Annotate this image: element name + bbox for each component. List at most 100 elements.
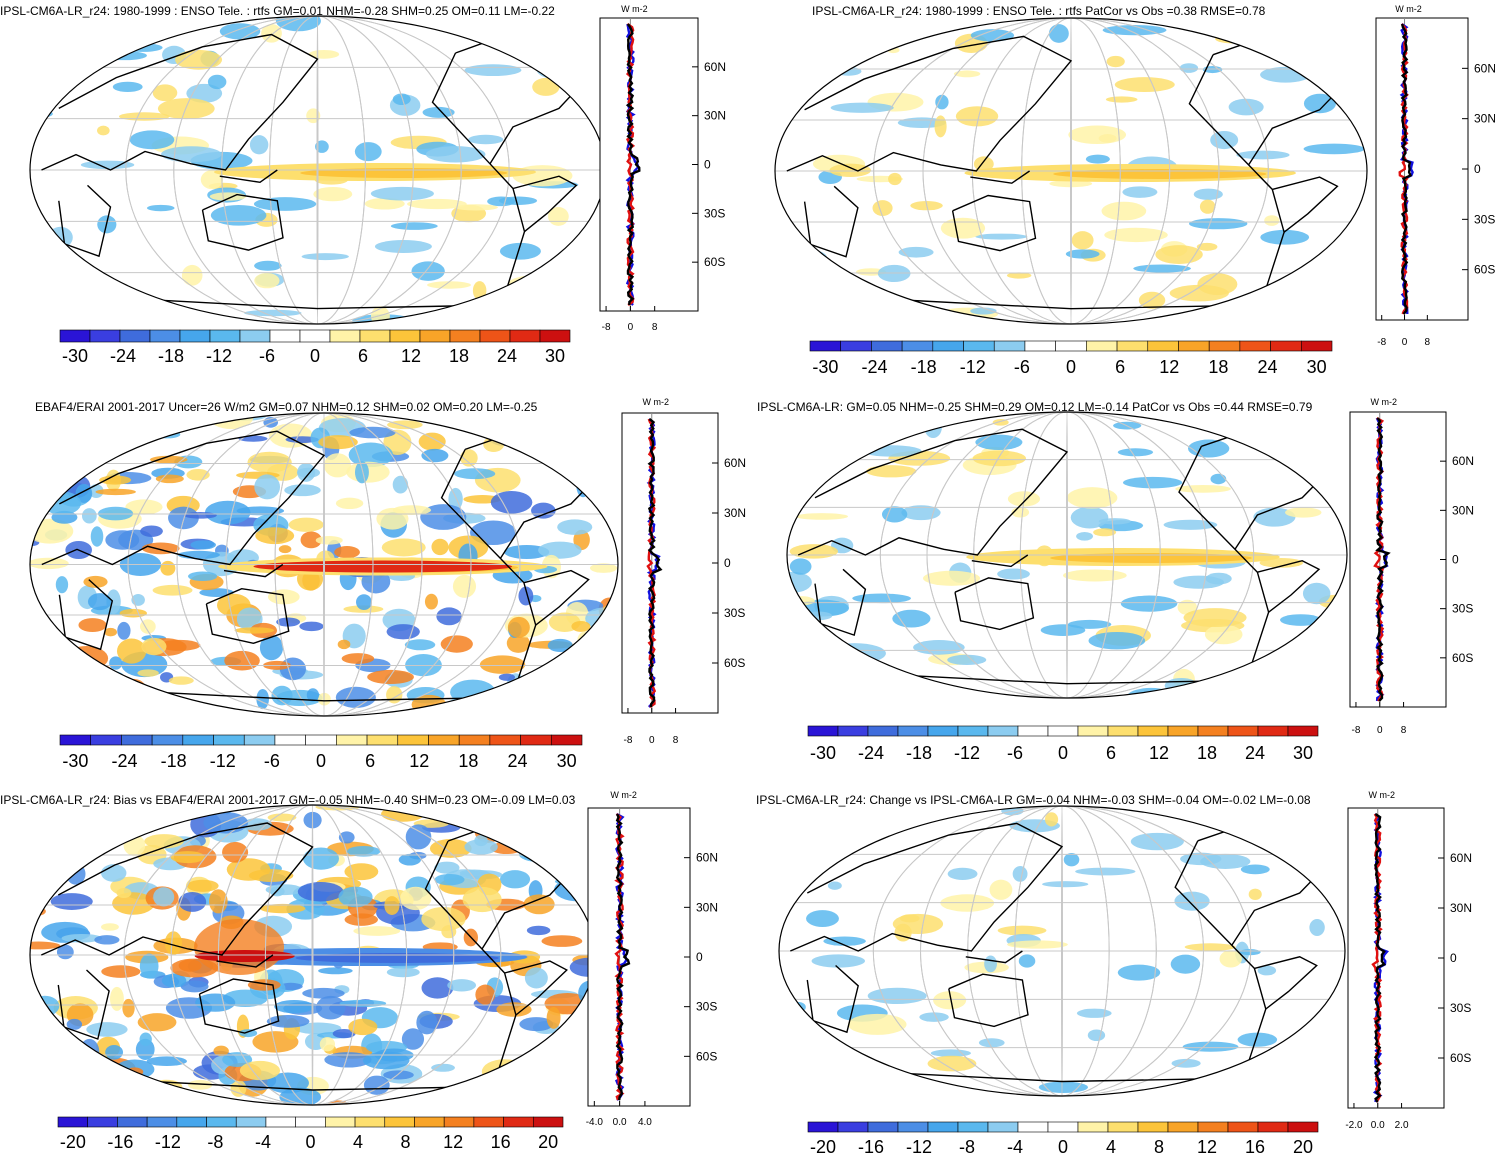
map-anomaly-blob bbox=[483, 1076, 522, 1093]
colorbar-swatch bbox=[59, 734, 92, 746]
colorbar-4: -30 -24 -18 -12 -6 0 6 12 18 24 30 bbox=[807, 725, 1319, 763]
map-5 bbox=[29, 804, 596, 1106]
map-anomaly-blob bbox=[1122, 186, 1158, 198]
map-border bbox=[778, 805, 1346, 1097]
map-anomaly-blob bbox=[866, 465, 917, 478]
black-profile-line bbox=[1400, 23, 1413, 315]
colorbar-swatch bbox=[305, 734, 337, 746]
colorbar-swatch bbox=[206, 1116, 237, 1128]
map-anomaly-blob bbox=[64, 645, 109, 671]
graticule-meridian bbox=[274, 413, 374, 716]
coastline bbox=[951, 194, 1037, 252]
colorbar-swatch bbox=[274, 734, 306, 746]
map-anomaly-blob bbox=[297, 467, 320, 478]
map-anomaly-blob bbox=[896, 806, 949, 821]
map-anomaly-blob bbox=[288, 517, 324, 532]
colorbar-swatch bbox=[1167, 725, 1199, 737]
coastline bbox=[523, 569, 590, 626]
x-tick-label: 8 bbox=[1425, 337, 1431, 348]
map-anomaly-blob bbox=[180, 980, 209, 993]
map-anomaly-blob bbox=[819, 423, 841, 431]
colorbar-tick-label: -18 bbox=[158, 346, 184, 366]
map-anomaly-blob bbox=[1042, 881, 1089, 888]
map-anomaly-blob bbox=[116, 638, 147, 664]
lat-tick-label: 0 bbox=[696, 950, 703, 964]
map-anomaly-blob bbox=[383, 1070, 414, 1080]
map-anomaly-blob bbox=[787, 571, 812, 593]
map-anomaly-blob bbox=[422, 106, 455, 118]
colorbar-tick-label: 6 bbox=[1115, 357, 1125, 377]
map-anomaly-blob bbox=[471, 1090, 503, 1105]
map-anomaly-blob bbox=[775, 18, 798, 28]
map-anomaly-blob bbox=[563, 706, 609, 716]
colorbar-tick-label: -18 bbox=[161, 751, 187, 771]
map-anomaly-blob bbox=[787, 458, 833, 471]
colorbar-swatch bbox=[235, 1116, 267, 1128]
colorbar-tick-label: -12 bbox=[210, 751, 236, 771]
map-anomaly-blob bbox=[454, 204, 498, 211]
colorbar-swatch bbox=[987, 725, 1019, 737]
coastline bbox=[954, 577, 1035, 631]
panel-2-title: IPSL-CM6A-LR_r24: 1980-1999 : ENSO Tele.… bbox=[812, 4, 1266, 18]
map-border bbox=[774, 17, 1368, 325]
map-anomaly-blob bbox=[468, 134, 504, 145]
map-anomaly-blob bbox=[30, 996, 46, 1013]
map-anomaly-blob bbox=[1309, 919, 1325, 936]
map-anomaly-blob bbox=[370, 306, 390, 324]
colorbar-swatch bbox=[1178, 340, 1210, 352]
map-anomaly-blob bbox=[45, 837, 59, 862]
map-anomaly-blob bbox=[489, 1070, 518, 1080]
map-anomaly-blob bbox=[129, 130, 175, 150]
colorbar-tick-label: 16 bbox=[491, 1132, 511, 1152]
zonal-mean-plot-3: 60N 30N 0 30S 60S -8 0 8 W m-2 bbox=[621, 397, 746, 746]
map-anomaly-blob bbox=[856, 806, 881, 820]
colorbar-swatch bbox=[384, 1116, 415, 1128]
map-anomaly-blob bbox=[131, 811, 161, 822]
coastline bbox=[41, 822, 314, 956]
lat-tick-label: 30S bbox=[696, 1000, 717, 1014]
colorbar-swatch bbox=[243, 734, 276, 746]
coastline bbox=[786, 35, 1073, 172]
map-anomaly-blob bbox=[190, 540, 216, 550]
map-anomaly-blob bbox=[775, 35, 791, 48]
colorbar-swatch bbox=[90, 734, 122, 746]
map-anomaly-blob bbox=[370, 186, 434, 201]
colorbar-swatch bbox=[458, 734, 491, 746]
map-anomaly-blob bbox=[867, 987, 927, 1005]
map-anomaly-blob bbox=[451, 1090, 465, 1098]
map-anomaly-blob bbox=[104, 627, 118, 637]
map-anomaly-blob bbox=[527, 805, 574, 818]
map-anomaly-blob bbox=[1063, 853, 1080, 867]
map-anomaly-blob bbox=[141, 637, 167, 656]
map-anomaly-blob bbox=[81, 508, 97, 524]
map-anomaly-blob bbox=[30, 656, 57, 677]
colorbar-tick-label: 18 bbox=[458, 751, 478, 771]
x-tick-label: -2.0 bbox=[1345, 1120, 1363, 1131]
colorbar-swatch bbox=[1197, 725, 1229, 737]
map-anomaly-blob bbox=[1101, 201, 1147, 221]
colorbar-6: -20 -16 -12 -8 -4 0 4 8 12 16 20 bbox=[807, 1121, 1319, 1154]
map-anomaly-blob bbox=[1068, 125, 1127, 145]
map-anomaly-blob bbox=[1175, 484, 1231, 493]
coastline bbox=[216, 954, 274, 968]
map-anomaly-blob bbox=[506, 633, 530, 653]
colorbar-swatch bbox=[867, 1121, 899, 1133]
map-anomaly-blob bbox=[825, 429, 870, 451]
map-anomaly-blob bbox=[1007, 940, 1068, 949]
map-anomaly-blob bbox=[538, 541, 582, 559]
map-anomaly-blob bbox=[112, 81, 143, 93]
map-anomaly-blob bbox=[139, 1032, 152, 1046]
map-anomaly-blob bbox=[47, 419, 87, 439]
map-anomaly-blob bbox=[30, 654, 43, 663]
map-anomaly-blob bbox=[259, 634, 284, 661]
panel-3-title: EBAF4/ERAI 2001-2017 Uncer=26 W/m2 GM=0.… bbox=[35, 400, 538, 414]
map-anomaly-blob bbox=[279, 1087, 322, 1105]
colorbar-swatch bbox=[419, 329, 451, 343]
map-anomaly-blob bbox=[1126, 687, 1175, 698]
map-anomaly-blob bbox=[498, 196, 538, 205]
map-anomaly-blob bbox=[425, 146, 486, 163]
colorbar-tick-label: 0 bbox=[1058, 743, 1068, 763]
coastline bbox=[1254, 956, 1318, 1010]
map-anomaly-blob bbox=[811, 954, 866, 968]
colorbar-swatch bbox=[1227, 1121, 1259, 1133]
